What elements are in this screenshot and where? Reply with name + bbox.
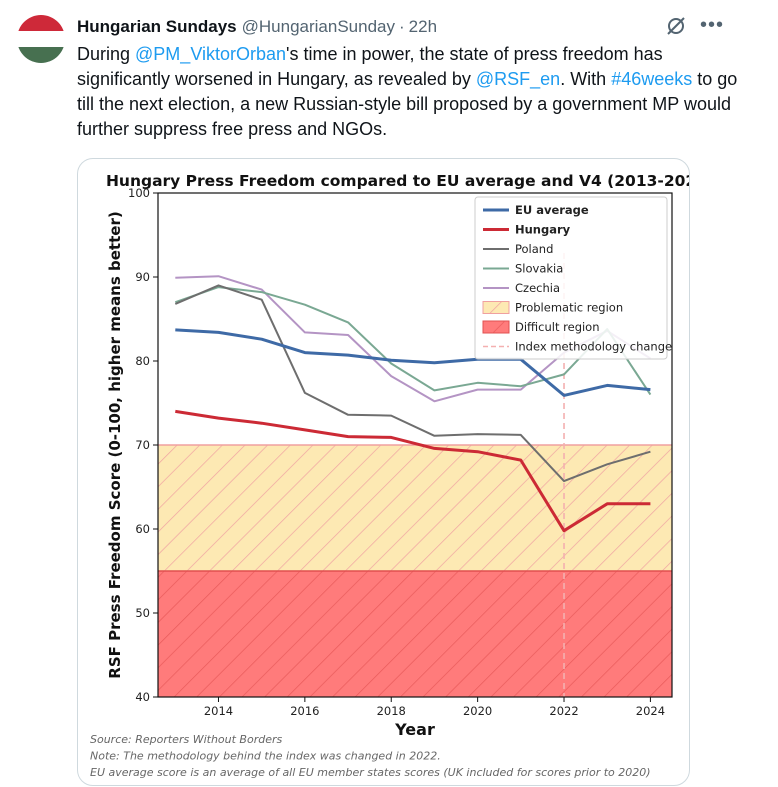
text-part: to go till the next election, a new Russ… [77, 69, 738, 139]
legend-label-poland: Poland [515, 242, 553, 256]
chart-note: Source: Reporters Without Borders [90, 733, 283, 746]
tweet-text: During @PM_ViktorOrban's time in power, … [77, 42, 757, 142]
legend-label-index-methodology-change: Index methodology change [515, 340, 672, 354]
y-tick-label: 60 [135, 522, 150, 536]
text-part: . With [560, 69, 612, 89]
series-line-poland [174, 284, 651, 483]
y-tick-label: 40 [135, 690, 150, 704]
chart-title: Hungary Press Freedom compared to EU ave… [106, 172, 690, 190]
mention-pm-viktororban[interactable]: @PM_ViktorOrban [135, 44, 287, 64]
x-tick-label: 2018 [377, 704, 406, 718]
grok-icon[interactable] [665, 15, 687, 37]
region-hatch [158, 445, 672, 571]
text-part: During [77, 44, 136, 64]
y-tick-label: 50 [135, 606, 150, 620]
y-axis-label: RSF Press Freedom Score (0-100, higher m… [106, 211, 124, 678]
legend-label-eu-average: EU average [515, 203, 589, 217]
y-tick-label: 90 [135, 270, 150, 284]
region-hatch [158, 571, 672, 697]
y-tick-label: 100 [128, 186, 150, 200]
legend-label-slovakia: Slovakia [515, 262, 563, 276]
x-axis-label: Year [394, 720, 435, 739]
legend-label-hungary: Hungary [515, 223, 571, 237]
tweet-media-chart[interactable]: Hungary Press Freedom compared to EU ave… [77, 158, 690, 786]
press-freedom-chart: Hungary Press Freedom compared to EU ave… [90, 172, 690, 779]
separator: · [399, 17, 405, 36]
y-tick-label: 80 [135, 354, 150, 368]
more-horizontal-icon[interactable]: ••• [700, 14, 725, 36]
legend-label-czechia: Czechia [515, 281, 560, 295]
author-name[interactable]: Hungarian Sundays [77, 17, 237, 36]
series-line-hungary [175, 409, 651, 533]
legend-swatch-hatch [483, 301, 509, 314]
series-line-slovakia [174, 286, 652, 396]
x-tick-label: 2022 [549, 704, 578, 718]
mention-rsf-en[interactable]: @RSF_en [475, 69, 561, 89]
x-tick-label: 2024 [636, 704, 665, 718]
hashtag-link[interactable]: #46weeks [611, 69, 693, 89]
series-line-eu-average [175, 328, 651, 397]
legend-swatch-hatch [483, 321, 509, 333]
legend-box [474, 196, 668, 360]
y-tick-label: 70 [135, 438, 150, 452]
legend-label-difficult-region: Difficult region [515, 320, 600, 334]
avatar[interactable] [17, 15, 65, 63]
chart-note: Note: The methodology behind the index w… [90, 750, 441, 763]
x-tick-label: 2016 [290, 704, 319, 718]
chart-note: EU average score is an average of all EU… [90, 766, 651, 779]
author-handle[interactable]: @HungarianSunday [241, 17, 395, 36]
timestamp[interactable]: 22h [408, 17, 438, 36]
x-tick-label: 2020 [463, 704, 492, 718]
text-part: 's time in power, the state of press fre… [77, 44, 663, 89]
legend-label-problematic-region: Problematic region [515, 301, 623, 315]
tweet-header: Hungarian Sundays @HungarianSunday · 22h [77, 16, 437, 38]
x-tick-label: 2014 [204, 704, 233, 718]
